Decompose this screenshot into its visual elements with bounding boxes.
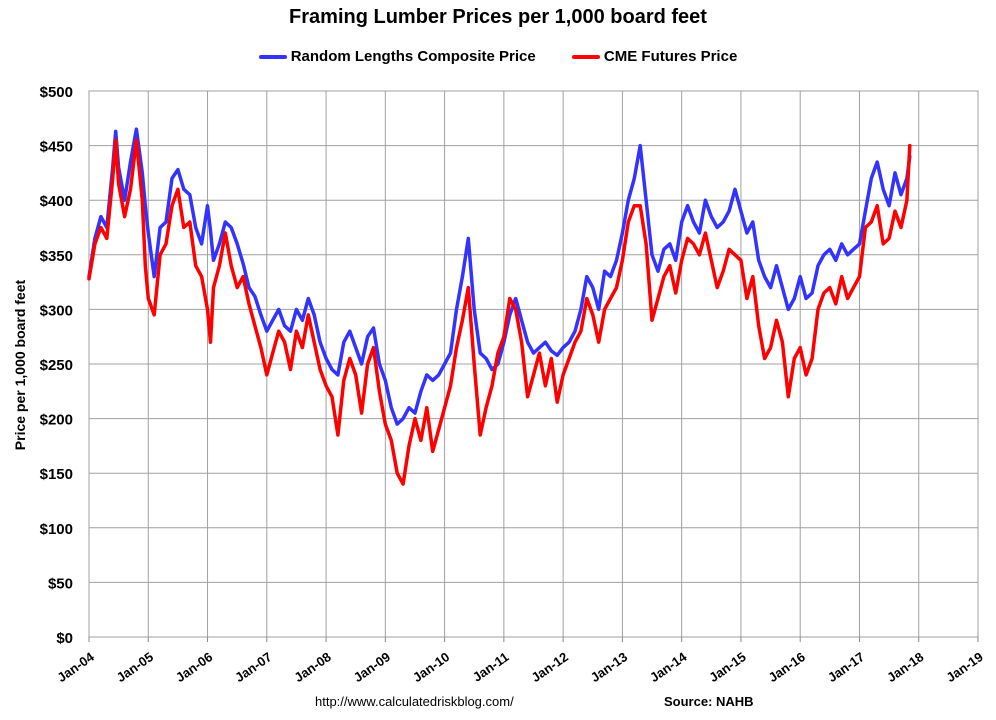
y-tick-label: $250 <box>40 357 73 374</box>
y-tick-label: $400 <box>40 193 73 210</box>
x-tick-label: Jan-04 <box>54 649 97 685</box>
x-tick-label: Jan-19 <box>943 649 985 685</box>
footer-source: Source: NAHB <box>664 694 754 709</box>
x-tick-label: Jan-13 <box>588 649 630 685</box>
legend-swatch-random-lengths <box>258 55 287 60</box>
y-tick-label: $300 <box>40 302 73 319</box>
x-tick-label: Jan-05 <box>114 649 156 685</box>
y-tick-label: $50 <box>48 575 73 592</box>
x-tick-label: Jan-10 <box>410 649 452 685</box>
chart-title: Framing Lumber Prices per 1,000 board fe… <box>289 6 707 28</box>
x-tick-label: Jan-06 <box>173 649 215 685</box>
x-tick-label: Jan-11 <box>470 649 512 685</box>
legend-item-cme-futures: CME Futures Price <box>571 48 738 65</box>
x-tick-label: Jan-08 <box>291 649 333 685</box>
legend-label-cme-futures: CME Futures Price <box>603 48 738 65</box>
y-tick-label: $450 <box>40 139 73 156</box>
series-line-random-lengths <box>87 127 912 426</box>
series-line-cme-futures <box>87 138 912 486</box>
y-tick-label: $100 <box>40 521 73 538</box>
x-tick-label: Jan-12 <box>528 649 570 685</box>
y-tick-label: $200 <box>40 412 73 429</box>
legend-swatch-cme-futures <box>571 55 600 60</box>
footer-url: http://www.calculatedriskblog.com/ <box>315 694 514 709</box>
x-tick-label: Jan-09 <box>351 649 393 685</box>
legend-item-random-lengths: Random Lengths Composite Price <box>258 48 536 65</box>
y-tick-label: $500 <box>40 84 73 101</box>
x-tick-label: Jan-07 <box>232 649 274 685</box>
y-tick-label: $0 <box>56 630 73 647</box>
x-tick-label: Jan-15 <box>706 649 748 685</box>
legend-label-random-lengths: Random Lengths Composite Price <box>290 48 536 65</box>
legend: Random Lengths Composite Price CME Futur… <box>0 48 996 65</box>
y-tick-label: $350 <box>40 248 73 265</box>
x-tick-label: Jan-18 <box>884 649 926 685</box>
x-tick-label: Jan-14 <box>647 649 690 685</box>
x-tick-label: Jan-17 <box>825 649 867 685</box>
y-tick-label: $150 <box>40 466 73 483</box>
x-tick-label: Jan-16 <box>766 649 808 685</box>
